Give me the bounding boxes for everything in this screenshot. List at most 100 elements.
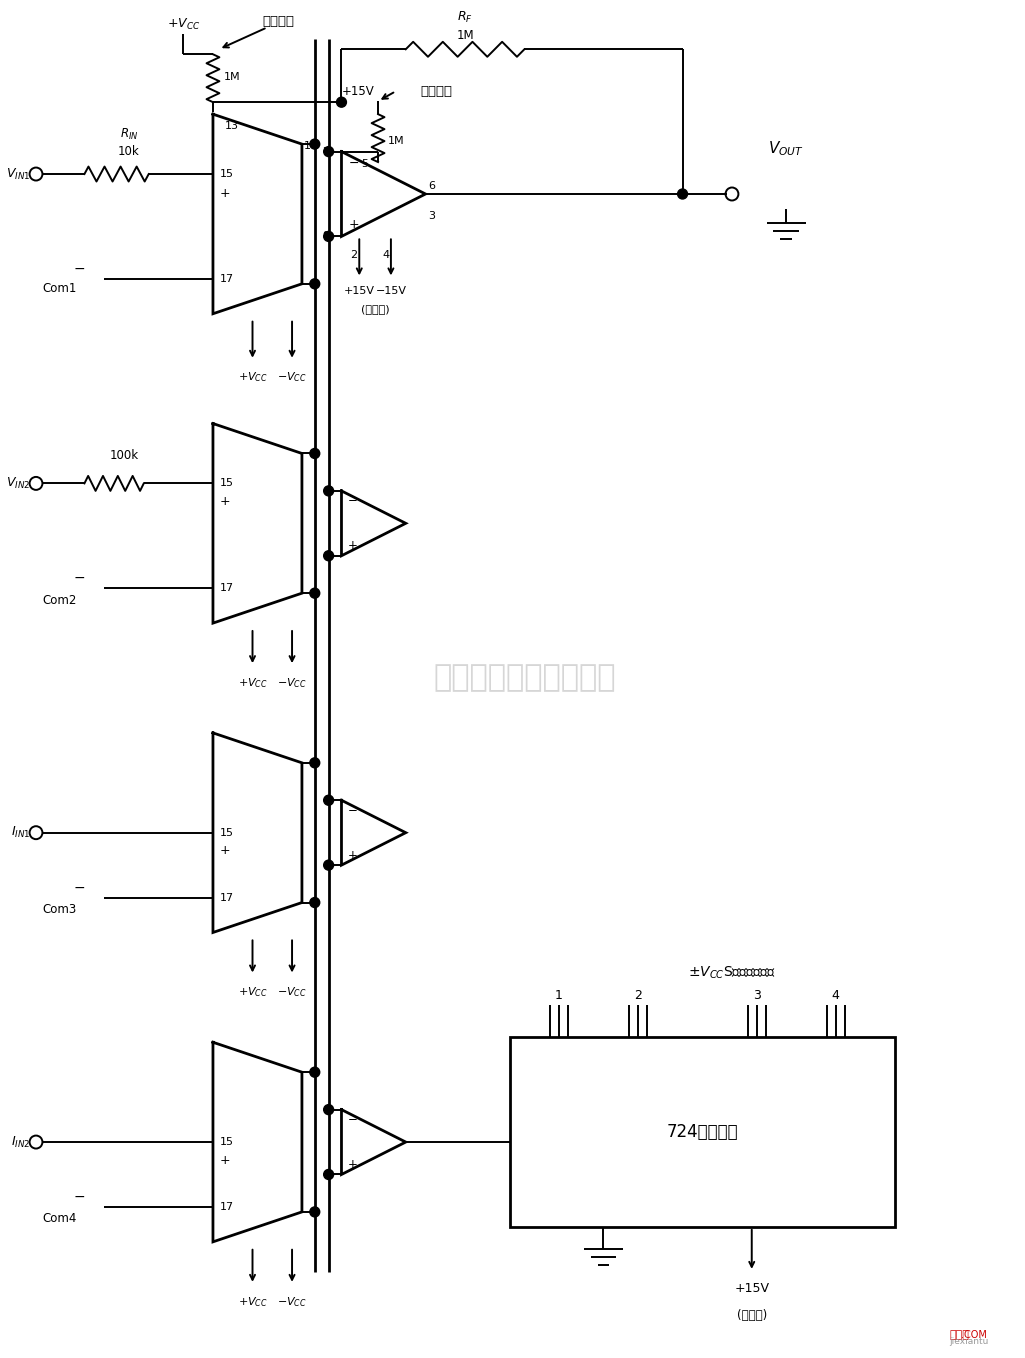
Text: 15: 15: [220, 1137, 234, 1148]
Text: +: +: [220, 845, 231, 857]
Text: jiexiantu: jiexiantu: [949, 1338, 989, 1346]
Circle shape: [324, 231, 333, 242]
Circle shape: [310, 898, 320, 907]
Text: $-V_{CC}$: $-V_{CC}$: [277, 986, 306, 999]
Text: $V_{IN2}$: $V_{IN2}$: [6, 475, 30, 492]
Text: 9: 9: [323, 231, 330, 242]
Text: −: −: [74, 880, 85, 895]
Text: 排线图: 排线图: [949, 1329, 970, 1339]
Circle shape: [310, 278, 320, 289]
Circle shape: [310, 758, 320, 767]
Text: +: +: [220, 187, 231, 201]
Text: $V_{OUT}$: $V_{OUT}$: [769, 140, 805, 159]
Text: −: −: [74, 1190, 85, 1205]
Text: +15V: +15V: [341, 84, 374, 98]
Text: $I_{IN2}$: $I_{IN2}$: [10, 1134, 30, 1150]
Text: 7: 7: [325, 1104, 332, 1115]
Text: 9: 9: [325, 860, 332, 870]
Text: +15V: +15V: [343, 287, 375, 296]
Text: 14: 14: [304, 141, 318, 151]
Text: 2: 2: [634, 989, 642, 1002]
Circle shape: [336, 98, 346, 107]
Text: Com1: Com1: [43, 282, 77, 295]
Text: 2: 2: [350, 250, 357, 261]
Text: −: −: [74, 572, 85, 585]
Circle shape: [310, 588, 320, 598]
Circle shape: [324, 796, 333, 805]
Text: 7: 7: [323, 147, 330, 156]
Text: $V_{IN1}$: $V_{IN1}$: [6, 167, 30, 182]
Text: 13: 13: [224, 121, 239, 132]
Text: 5: 5: [361, 159, 368, 168]
Text: +: +: [347, 539, 358, 553]
Text: 9: 9: [325, 1169, 332, 1180]
Text: 6: 6: [428, 181, 436, 191]
Text: $R_F$: $R_F$: [457, 10, 473, 24]
Text: 724隔离电源: 724隔离电源: [666, 1123, 738, 1141]
Text: 17: 17: [220, 583, 234, 593]
Circle shape: [310, 1067, 320, 1077]
Text: 1M: 1M: [456, 29, 474, 42]
Text: +: +: [220, 1153, 231, 1167]
Circle shape: [310, 1207, 320, 1217]
Text: 15: 15: [220, 168, 234, 179]
Text: 15: 15: [220, 827, 234, 838]
Text: 3: 3: [428, 210, 436, 221]
Circle shape: [324, 551, 333, 561]
Text: $+V_{CC}$: $+V_{CC}$: [238, 676, 268, 690]
Text: 1: 1: [555, 989, 563, 1002]
Text: 1M: 1M: [387, 136, 405, 147]
Text: $-V_{CC}$: $-V_{CC}$: [277, 1294, 306, 1309]
Text: $-V_{CC}$: $-V_{CC}$: [277, 676, 306, 690]
Circle shape: [310, 139, 320, 149]
Text: $+V_{CC}$: $+V_{CC}$: [238, 986, 268, 999]
Text: 7: 7: [325, 796, 332, 805]
Text: +15V: +15V: [734, 1282, 769, 1294]
Text: 杭州将睿科技有限公司: 杭州将睿科技有限公司: [434, 664, 616, 693]
Text: $-V_{CC}$: $-V_{CC}$: [277, 371, 306, 384]
Text: (无隔离): (无隔离): [361, 304, 390, 314]
Text: 17: 17: [220, 892, 234, 903]
Text: −: −: [347, 804, 358, 816]
Text: +: +: [220, 494, 231, 508]
Text: $\pm V_{CC}$S去输入级放大: $\pm V_{CC}$S去输入级放大: [688, 964, 776, 980]
Text: Com2: Com2: [43, 593, 77, 607]
Circle shape: [324, 147, 333, 156]
Bar: [509, 1038, 895, 1226]
Text: Com3: Com3: [43, 903, 77, 917]
Circle shape: [324, 860, 333, 870]
Text: +: +: [348, 217, 359, 231]
Text: 17: 17: [220, 274, 234, 284]
Text: 失调调节: 失调调节: [420, 84, 453, 98]
Text: $+V_{CC}$: $+V_{CC}$: [238, 1294, 268, 1309]
Circle shape: [324, 1169, 333, 1180]
Text: $R_{IN}$: $R_{IN}$: [120, 126, 138, 141]
Text: −: −: [74, 262, 85, 276]
Text: 9: 9: [325, 551, 332, 561]
Text: 100k: 100k: [110, 449, 138, 462]
Circle shape: [310, 448, 320, 459]
Circle shape: [324, 486, 333, 496]
Text: +: +: [347, 1158, 358, 1171]
Text: 1M: 1M: [223, 72, 241, 83]
Text: .COM: .COM: [961, 1329, 987, 1339]
Text: 3: 3: [752, 989, 761, 1002]
Text: $I_{IN1}$: $I_{IN1}$: [10, 826, 30, 841]
Text: −: −: [347, 1114, 358, 1126]
Text: −15V: −15V: [375, 287, 406, 296]
Text: 4: 4: [832, 989, 839, 1002]
Text: Com4: Com4: [43, 1213, 77, 1225]
Text: $+V_{CC}$: $+V_{CC}$: [238, 371, 268, 384]
Circle shape: [324, 1104, 333, 1115]
Text: 10k: 10k: [118, 144, 139, 158]
Text: (无隔离): (无隔离): [737, 1309, 767, 1321]
Text: 失调调节: 失调调节: [262, 15, 294, 29]
Text: 4: 4: [382, 250, 390, 261]
Circle shape: [678, 189, 688, 200]
Text: +: +: [347, 849, 358, 861]
Text: $+V_{CC}$: $+V_{CC}$: [167, 16, 200, 31]
Text: −: −: [347, 494, 358, 508]
Text: 15: 15: [220, 478, 234, 489]
Text: 17: 17: [220, 1202, 234, 1211]
Text: −: −: [348, 158, 359, 170]
